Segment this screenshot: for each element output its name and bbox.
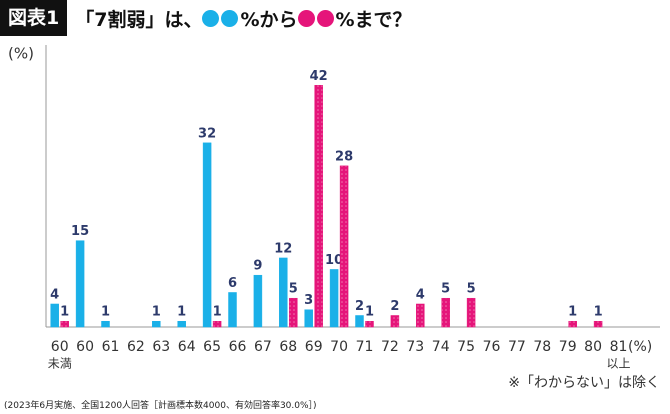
data-label: 32	[198, 126, 216, 141]
bar	[593, 320, 603, 328]
data-label: 1	[101, 305, 110, 320]
x-tick-label: 69	[305, 339, 323, 355]
bar	[416, 303, 425, 328]
data-label: 28	[335, 149, 353, 164]
x-tick-label: 62	[127, 339, 145, 355]
x-tick-label: 以上	[606, 357, 630, 371]
bar	[329, 269, 339, 328]
bar	[339, 165, 349, 328]
bar	[279, 257, 288, 328]
bar	[212, 320, 222, 328]
x-tick-label: 66	[229, 339, 247, 355]
footnote: (2023年6月実施、全国1200人回答［計画標本数4000、有効回答率30.0…	[4, 401, 317, 411]
data-label: 3	[304, 293, 313, 308]
x-tick-label: 75	[457, 339, 475, 355]
x-tick-label: 78	[533, 339, 551, 355]
header: 図表1 「7割弱」は、 %から %まで？	[0, 0, 412, 36]
data-label: 6	[228, 276, 237, 291]
data-label: 2	[390, 299, 399, 314]
x-axis-label: (%)	[628, 339, 652, 355]
x-tick-label: 68	[279, 339, 297, 355]
x-tick-label: 73	[406, 339, 424, 355]
title-text: %まで？	[335, 8, 412, 31]
data-label: 10	[325, 253, 343, 268]
x-tick-label: 63	[152, 339, 170, 355]
bar	[365, 320, 374, 328]
data-label: 5	[289, 282, 298, 297]
bar	[289, 297, 298, 328]
data-label: 1	[568, 305, 577, 320]
bar	[177, 320, 186, 328]
x-tick-label: 67	[254, 339, 272, 355]
blue-dot	[221, 9, 239, 27]
bar	[314, 85, 323, 328]
bar	[101, 320, 110, 328]
x-tick-label: 65	[203, 339, 221, 355]
x-tick-label: 76	[483, 339, 501, 355]
bar	[60, 320, 69, 328]
bar	[75, 240, 85, 328]
data-label: 1	[60, 305, 69, 320]
data-label: 4	[416, 287, 425, 302]
x-tick-label: 74	[432, 339, 450, 355]
bar	[253, 274, 263, 328]
title-text: 「7割弱」は、	[75, 8, 203, 31]
bar	[304, 309, 313, 328]
bar	[441, 297, 450, 328]
pink-dot	[297, 9, 315, 27]
bar	[466, 297, 476, 328]
x-tick-label: 79	[559, 339, 577, 355]
x-tick-label: 70	[330, 339, 348, 355]
x-tick-label: 81	[610, 339, 628, 355]
x-tick-label: 60	[51, 339, 69, 355]
data-label: 42	[310, 69, 328, 84]
data-label: 1	[152, 305, 161, 320]
bar	[202, 142, 212, 328]
x-tick-label: 71	[356, 339, 374, 355]
note: ※「わからない」は除く	[508, 375, 660, 391]
bar	[50, 303, 59, 328]
data-label: 1	[177, 305, 186, 320]
bar	[152, 320, 161, 328]
data-label: 12	[274, 241, 292, 256]
data-label: 4	[50, 287, 59, 302]
x-tick-label: 72	[381, 339, 399, 355]
y-axis-label: (%)	[8, 45, 34, 63]
bar	[228, 292, 237, 328]
x-tick-label: 60	[76, 339, 94, 355]
bar	[355, 315, 364, 328]
badge: 図表1	[0, 0, 68, 36]
data-label: 2	[355, 299, 364, 314]
data-label: 5	[467, 282, 476, 297]
x-tick-label: 80	[584, 339, 602, 355]
bar	[568, 320, 577, 328]
bar	[390, 315, 400, 328]
x-tick-label: 未満	[48, 357, 72, 371]
x-tick-label: 61	[102, 339, 120, 355]
pink-dot	[316, 9, 334, 27]
data-label: 1	[213, 305, 222, 320]
data-label: 1	[365, 305, 374, 320]
data-label: 5	[441, 282, 450, 297]
title-text: %から	[240, 8, 298, 31]
x-tick-label: 64	[178, 339, 196, 355]
data-label: 9	[253, 259, 262, 274]
blue-dot	[202, 9, 220, 27]
data-label: 1	[594, 305, 603, 320]
x-tick-label: 77	[508, 339, 526, 355]
data-label: 15	[71, 224, 89, 239]
